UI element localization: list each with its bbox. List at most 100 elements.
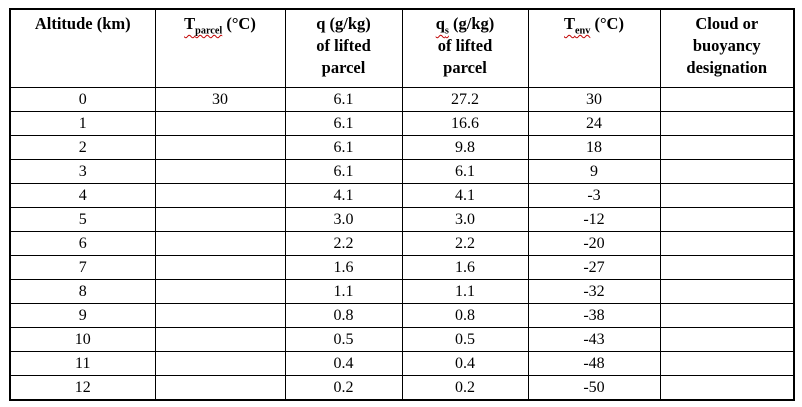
- cell-t-parcel: [154, 183, 286, 208]
- cell-altitude: 7: [9, 255, 156, 280]
- col-header-qs: qs (g/kg) of lifted parcel: [401, 8, 529, 88]
- cell-qs: 16.6: [401, 111, 529, 136]
- table-row: 5 3.0 3.0 -12: [9, 207, 795, 232]
- col-header-q: q (g/kg) of lifted parcel: [284, 8, 403, 88]
- cell-t-env: -3: [527, 183, 661, 208]
- table-row: 6 2.2 2.2 -20: [9, 231, 795, 256]
- cell-t-parcel: [154, 111, 286, 136]
- cell-t-env: 18: [527, 135, 661, 160]
- qs-units: (g/kg): [448, 14, 495, 33]
- cell-qs: 9.8: [401, 135, 529, 160]
- cell-altitude: 8: [9, 279, 156, 304]
- cell-t-parcel: [154, 279, 286, 304]
- cell-altitude: 5: [9, 207, 156, 232]
- cell-cloud: [659, 279, 795, 304]
- qs-header-line1: qs (g/kg): [405, 13, 526, 36]
- cell-t-env: -50: [527, 375, 661, 401]
- cell-cloud: [659, 231, 795, 256]
- cell-qs: 0.2: [401, 375, 529, 401]
- cell-t-env: -12: [527, 207, 661, 232]
- cell-cloud: [659, 255, 795, 280]
- cell-qs: 3.0: [401, 207, 529, 232]
- cell-altitude: 0: [9, 87, 156, 112]
- cell-altitude: 10: [9, 327, 156, 352]
- cell-t-parcel: [154, 135, 286, 160]
- cell-altitude: 4: [9, 183, 156, 208]
- cell-cloud: [659, 135, 795, 160]
- cell-q: 4.1: [284, 183, 403, 208]
- cell-qs: 6.1: [401, 159, 529, 184]
- table-row: 12 0.2 0.2 -50: [9, 375, 795, 401]
- cloud-header-line2: buoyancy: [692, 36, 761, 55]
- table-row: 8 1.1 1.1 -32: [9, 279, 795, 304]
- cell-q: 6.1: [284, 87, 403, 112]
- t-parcel-subscript: parcel: [195, 25, 223, 37]
- cell-cloud: [659, 183, 795, 208]
- cell-t-env: -48: [527, 351, 661, 376]
- cell-qs: 0.4: [401, 351, 529, 376]
- cell-altitude: 2: [9, 135, 156, 160]
- col-header-t-env: Tenv (°C): [527, 8, 661, 88]
- cell-t-parcel: [154, 159, 286, 184]
- cell-t-parcel: [154, 207, 286, 232]
- cell-t-env: 24: [527, 111, 661, 136]
- cell-qs: 1.6: [401, 255, 529, 280]
- cell-q: 0.2: [284, 375, 403, 401]
- cell-q: 1.6: [284, 255, 403, 280]
- cell-t-parcel: 30: [154, 87, 286, 112]
- table-row: 9 0.8 0.8 -38: [9, 303, 795, 328]
- cloud-header-line1: Cloud or: [695, 14, 759, 33]
- cell-q: 6.1: [284, 159, 403, 184]
- qs-term: qs: [436, 14, 449, 36]
- cell-cloud: [659, 87, 795, 112]
- table-body: 0 30 6.1 27.2 30 1 6.1 16.6 24 2 6.1 9.8…: [9, 87, 795, 401]
- q-header-line1: q (g/kg): [316, 14, 371, 33]
- t-parcel-term: Tparcel: [184, 14, 223, 37]
- table-row: 1 6.1 16.6 24: [9, 111, 795, 136]
- table-row: 2 6.1 9.8 18: [9, 135, 795, 160]
- cell-t-parcel: [154, 231, 286, 256]
- cell-t-env: -38: [527, 303, 661, 328]
- cell-cloud: [659, 351, 795, 376]
- cell-t-parcel: [154, 303, 286, 328]
- cell-cloud: [659, 303, 795, 328]
- cell-cloud: [659, 111, 795, 136]
- cell-q: 2.2: [284, 231, 403, 256]
- q-header-line3: parcel: [321, 58, 366, 77]
- cell-q: 0.5: [284, 327, 403, 352]
- cell-cloud: [659, 207, 795, 232]
- t-env-term: Tenv: [564, 14, 591, 37]
- cell-altitude: 11: [9, 351, 156, 376]
- cell-cloud: [659, 159, 795, 184]
- cell-t-env: -43: [527, 327, 661, 352]
- col-header-altitude: Altitude (km): [9, 8, 156, 88]
- cell-qs: 1.1: [401, 279, 529, 304]
- cell-cloud: [659, 375, 795, 401]
- table-row: 7 1.6 1.6 -27: [9, 255, 795, 280]
- sounding-data-table: Altitude (km) Tparcel (°C) q (g/kg) of l…: [9, 8, 795, 401]
- q-header-line2: of lifted: [316, 36, 371, 55]
- cell-qs: 2.2: [401, 231, 529, 256]
- cell-qs: 0.5: [401, 327, 529, 352]
- cell-t-env: 9: [527, 159, 661, 184]
- cell-t-env: -27: [527, 255, 661, 280]
- cell-altitude: 1: [9, 111, 156, 136]
- cell-altitude: 9: [9, 303, 156, 328]
- cell-t-env: -20: [527, 231, 661, 256]
- table-row: 10 0.5 0.5 -43: [9, 327, 795, 352]
- cell-q: 6.1: [284, 111, 403, 136]
- col-header-t-parcel: Tparcel (°C): [154, 8, 286, 88]
- t-env-subscript: env: [575, 25, 591, 37]
- header-row: Altitude (km) Tparcel (°C) q (g/kg) of l…: [9, 8, 795, 88]
- col-header-cloud: Cloud or buoyancy designation: [659, 8, 795, 88]
- cell-t-parcel: [154, 351, 286, 376]
- cell-q: 3.0: [284, 207, 403, 232]
- cell-t-parcel: [154, 375, 286, 401]
- cell-qs: 0.8: [401, 303, 529, 328]
- cell-altitude: 3: [9, 159, 156, 184]
- table-row: 0 30 6.1 27.2 30: [9, 87, 795, 112]
- cell-qs: 4.1: [401, 183, 529, 208]
- altitude-header-label: Altitude (km): [34, 14, 131, 33]
- table-header: Altitude (km) Tparcel (°C) q (g/kg) of l…: [9, 8, 795, 88]
- cell-t-parcel: [154, 255, 286, 280]
